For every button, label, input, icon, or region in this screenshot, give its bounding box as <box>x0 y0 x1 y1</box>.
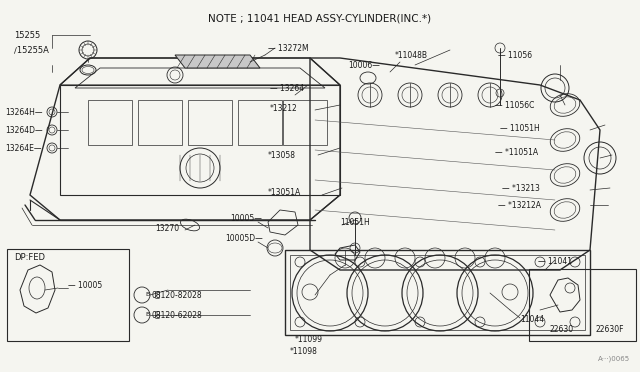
Text: *13051A: *13051A <box>268 187 301 196</box>
Text: 15255: 15255 <box>14 31 40 39</box>
Text: — 13272M: — 13272M <box>268 44 308 52</box>
Text: — 11041: — 11041 <box>538 257 572 266</box>
Text: — 13264: — 13264 <box>270 83 304 93</box>
Text: 13264E—: 13264E— <box>5 144 42 153</box>
Polygon shape <box>175 55 260 68</box>
Text: 13264D—: 13264D— <box>5 125 43 135</box>
Text: Ⓑ: Ⓑ <box>155 291 160 299</box>
Text: 10005D—: 10005D— <box>225 234 263 243</box>
Text: 22630: 22630 <box>550 326 574 334</box>
Text: *13058: *13058 <box>268 151 296 160</box>
Text: ∕15255A: ∕15255A <box>14 45 49 55</box>
Text: — 10005: — 10005 <box>68 280 102 289</box>
Text: *11048B: *11048B <box>395 51 428 60</box>
Text: 08120-62028: 08120-62028 <box>152 311 203 320</box>
Text: 11044: 11044 <box>520 315 544 324</box>
Text: 08120-82028: 08120-82028 <box>152 291 203 299</box>
Text: — 11051H: — 11051H <box>500 124 540 132</box>
Text: *11099: *11099 <box>295 336 323 344</box>
Text: — 11056: — 11056 <box>498 51 532 60</box>
Text: — *13213: — *13213 <box>502 183 540 192</box>
Text: 13270: 13270 <box>155 224 179 232</box>
Text: A···)0065: A···)0065 <box>598 356 630 362</box>
Text: *11098: *11098 <box>290 347 318 356</box>
Text: 11051H: 11051H <box>340 218 370 227</box>
Text: Ⓑ: Ⓑ <box>155 311 160 320</box>
Text: 10006—: 10006— <box>348 61 380 70</box>
Text: B: B <box>146 312 150 317</box>
Text: NOTE ; 11041 HEAD ASSY-CYLINDER(INC.*): NOTE ; 11041 HEAD ASSY-CYLINDER(INC.*) <box>209 13 431 23</box>
Text: B: B <box>146 292 150 298</box>
Text: 10005—: 10005— <box>230 214 262 222</box>
Text: *13212: *13212 <box>270 103 298 112</box>
Text: — 11056C: — 11056C <box>495 100 534 109</box>
Text: 22630F: 22630F <box>595 326 623 334</box>
Text: DP:FED: DP:FED <box>14 253 45 263</box>
Text: 13264H—: 13264H— <box>5 108 42 116</box>
Text: — *13212A: — *13212A <box>498 201 541 209</box>
Text: — *11051A: — *11051A <box>495 148 538 157</box>
